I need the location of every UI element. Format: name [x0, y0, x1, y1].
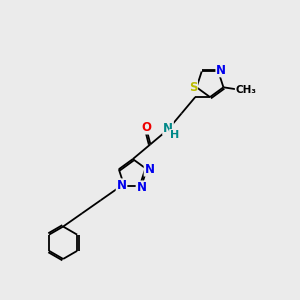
Text: H: H	[170, 130, 179, 140]
Text: N: N	[163, 122, 173, 135]
Text: N: N	[145, 163, 154, 176]
Text: S: S	[189, 81, 197, 94]
Text: N: N	[136, 181, 146, 194]
Text: N: N	[216, 64, 226, 76]
Text: O: O	[141, 121, 151, 134]
Text: N: N	[116, 179, 127, 192]
Text: CH₃: CH₃	[236, 85, 256, 94]
